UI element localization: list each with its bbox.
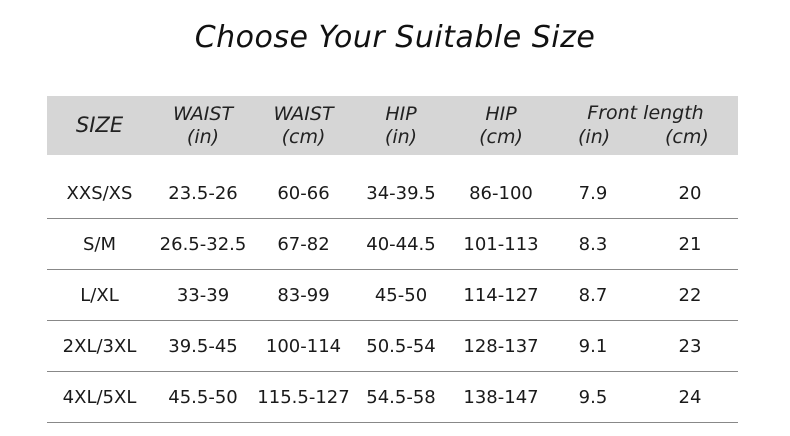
header-waist-cm-unit: (cm) (281, 125, 326, 148)
header-hip-cm-label: HIP (485, 102, 517, 125)
size-chart-table: SIZE WAIST (in) WAIST (cm) HIP (in) HIP … (47, 96, 738, 423)
cell-front-length-in: 8.3 (578, 233, 608, 255)
cell-front-length-in: 8.7 (578, 284, 608, 306)
header-hip-cm-unit: (cm) (479, 125, 523, 148)
cell-front-length-in: 9.1 (578, 335, 608, 357)
header-front-in-unit: (in) (578, 126, 611, 148)
cell-waist-cm: 115.5-127 (257, 386, 350, 408)
cell-hip-in: 34-39.5 (366, 182, 436, 204)
header-hip-in-unit: (in) (384, 125, 418, 148)
header-waist-in-unit: (in) (186, 125, 220, 148)
cell-front-length-cm: 23 (678, 335, 702, 357)
cell-size: XXS/XS (66, 182, 133, 204)
cell-front-length-cm: 20 (678, 182, 702, 204)
cell-front-length-cm: 24 (678, 386, 702, 408)
page-title: Choose Your Suitable Size (194, 20, 596, 55)
cell-waist-in: 23.5-26 (168, 182, 238, 204)
header-hip-in-label: HIP (385, 102, 417, 125)
header-size: SIZE (47, 96, 152, 155)
cell-waist-in: 39.5-45 (168, 335, 238, 357)
cell-hip-cm: 128-137 (463, 335, 539, 357)
header-waist-cm-label: WAIST (273, 102, 334, 125)
cell-hip-in: 40-44.5 (366, 233, 436, 255)
cell-size: L/XL (80, 284, 119, 306)
cell-waist-in: 45.5-50 (168, 386, 238, 408)
cell-hip-in: 45-50 (374, 284, 428, 306)
cell-front-length-in: 7.9 (578, 182, 608, 204)
cell-waist-in: 33-39 (176, 284, 230, 306)
cell-front-length-cm: 21 (678, 233, 702, 255)
table-header: SIZE WAIST (in) WAIST (cm) HIP (in) HIP … (47, 96, 738, 155)
cell-waist-in: 26.5-32.5 (159, 233, 247, 255)
cell-hip-cm: 86-100 (469, 182, 533, 204)
cell-hip-cm: 114-127 (463, 284, 539, 306)
header-hip-cm: HIP (cm) (449, 96, 553, 155)
header-waist-in: WAIST (in) (152, 96, 254, 155)
header-hip-in: HIP (in) (353, 96, 449, 155)
header-waist-in-label: WAIST (172, 102, 234, 125)
cell-size: 4XL/5XL (62, 386, 137, 408)
table-row: 2XL/3XL 39.5-45 100-114 50.5-54 128-137 9.1 23 (47, 321, 738, 372)
table-row: L/XL 33-39 83-99 45-50 114-127 8.7 22 (47, 270, 738, 321)
header-front-length-label: Front length (587, 102, 704, 124)
cell-hip-cm: 101-113 (463, 233, 539, 255)
header-waist-cm: WAIST (cm) (254, 96, 353, 155)
cell-hip-cm: 138-147 (463, 386, 539, 408)
cell-waist-cm: 67-82 (277, 233, 330, 255)
table-body: XXS/XS 23.5-26 60-66 34-39.5 86-100 7.9 20 S/M 2… (47, 168, 738, 423)
cell-waist-cm: 60-66 (277, 182, 330, 204)
cell-front-length-cm: 22 (678, 284, 702, 306)
header-front-length: Front length (in) (cm) (553, 96, 738, 155)
cell-waist-cm: 100-114 (265, 335, 342, 357)
header-front-cm-unit: (cm) (665, 126, 709, 148)
table-row: XXS/XS 23.5-26 60-66 34-39.5 86-100 7.9 20 (47, 168, 738, 219)
cell-hip-in: 50.5-54 (366, 335, 436, 357)
cell-hip-in: 54.5-58 (366, 386, 436, 408)
table-row: 4XL/5XL 45.5-50 115.5-127 54.5-58 138-147 9.5… (47, 372, 738, 423)
cell-size: S/M (82, 233, 117, 255)
cell-front-length-in: 9.5 (578, 386, 608, 408)
table-row: S/M 26.5-32.5 67-82 40-44.5 101-113 8.3 21 (47, 219, 738, 270)
header-size-label: SIZE (75, 113, 124, 137)
cell-size: 2XL/3XL (62, 335, 137, 357)
cell-waist-cm: 83-99 (277, 284, 330, 306)
